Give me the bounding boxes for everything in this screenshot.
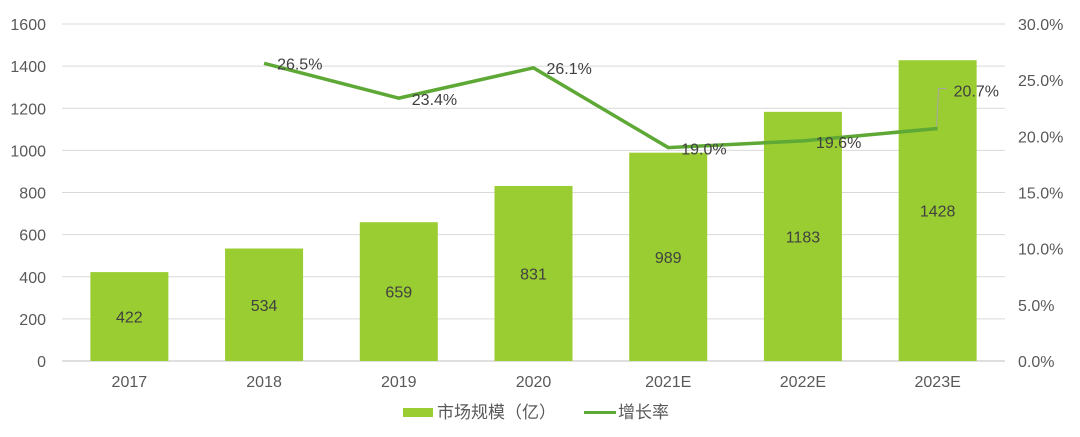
growth-line bbox=[263, 61, 938, 150]
line-data-label: 20.7% bbox=[954, 83, 999, 100]
bar bbox=[763, 111, 842, 361]
y-left-tick-label: 0 bbox=[37, 354, 46, 371]
y-left-tick-label: 400 bbox=[19, 270, 46, 287]
bar-data-label: 534 bbox=[251, 298, 278, 315]
leader-line bbox=[936, 87, 947, 127]
y-left-tick-label: 1600 bbox=[10, 17, 46, 34]
bar bbox=[225, 248, 304, 361]
x-tick-label: 2021E bbox=[645, 374, 691, 391]
legend-bar-swatch bbox=[403, 408, 433, 417]
bar-data-label: 1428 bbox=[920, 204, 956, 221]
bar-data-label: 659 bbox=[385, 285, 412, 302]
bar-data-label: 1183 bbox=[786, 229, 821, 246]
bar bbox=[359, 222, 438, 361]
y-left-tick-label: 800 bbox=[19, 186, 46, 203]
x-tick-label: 2017 bbox=[112, 374, 148, 391]
y-left-tick-label: 1400 bbox=[10, 59, 46, 76]
y-left-tick-label: 600 bbox=[19, 228, 46, 245]
y-left-tick-label: 200 bbox=[19, 312, 46, 329]
line-data-label: 26.5% bbox=[277, 56, 322, 73]
line-data-label: 26.1% bbox=[547, 61, 592, 78]
y-left-tick-label: 1000 bbox=[10, 143, 46, 160]
bar-data-label: 831 bbox=[520, 266, 547, 283]
bar bbox=[90, 272, 169, 361]
line-data-label: 23.4% bbox=[412, 92, 457, 109]
y-right-tick-label: 5.0% bbox=[1018, 298, 1054, 315]
x-tick-label: 2023E bbox=[915, 374, 961, 391]
bar bbox=[494, 185, 573, 361]
y-left-tick-label: 1200 bbox=[10, 101, 46, 118]
y-right-tick-label: 0.0% bbox=[1018, 354, 1054, 371]
x-tick-label: 2019 bbox=[381, 374, 417, 391]
y-right-tick-label: 20.0% bbox=[1018, 129, 1063, 146]
y-right-tick-label: 30.0% bbox=[1018, 17, 1063, 34]
bar-data-label: 422 bbox=[116, 310, 143, 327]
y-right-tick-label: 15.0% bbox=[1018, 186, 1063, 203]
x-tick-label: 2020 bbox=[516, 374, 552, 391]
legend-line-label: 增长率 bbox=[618, 403, 669, 422]
legend-bar-label: 市场规模（亿） bbox=[437, 403, 556, 422]
bar bbox=[629, 152, 708, 361]
y-right-tick-label: 25.0% bbox=[1018, 73, 1063, 90]
x-tick-label: 2018 bbox=[246, 374, 282, 391]
y-right-tick-label: 10.0% bbox=[1018, 242, 1063, 259]
x-tick-label: 2022E bbox=[780, 374, 826, 391]
bar-data-label: 989 bbox=[655, 250, 682, 267]
line-data-label: 19.6% bbox=[816, 135, 861, 152]
line-data-label: 19.0% bbox=[681, 142, 726, 159]
